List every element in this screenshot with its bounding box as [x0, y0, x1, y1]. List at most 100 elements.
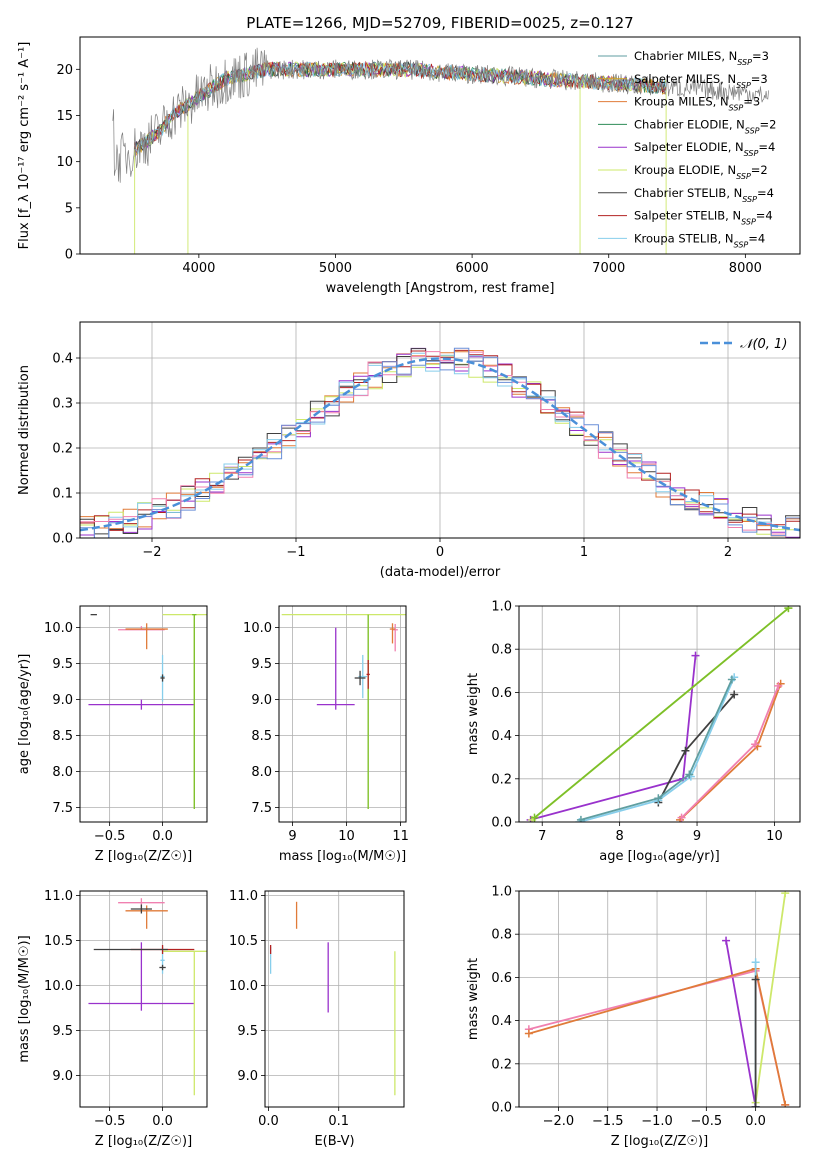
x-tick-label: 11	[392, 829, 409, 844]
y-tick-label: 0.2	[491, 1057, 512, 1072]
y-tick-label: 0.0	[491, 816, 512, 831]
y-tick-label: 0.3	[52, 397, 73, 412]
x-tick-label: 0.0	[152, 829, 173, 844]
y-tick-label: 0.0	[52, 532, 73, 547]
x-axis-label: mass [log₁₀(M/M☉)]	[279, 849, 406, 864]
y-axis-label: mass weight	[466, 673, 481, 755]
panel-massweight_vs_age: 7 8 9 10 0.0 0.2 0.4 0.6 0.8 1.0 age [log₁₀(age/yr…	[466, 600, 801, 864]
x-tick-label: 7	[538, 829, 546, 844]
y-tick-label: 10.5	[229, 934, 258, 949]
point-marker	[774, 681, 783, 690]
x-axis-label: E(B-V)	[314, 1134, 354, 1149]
series-line	[579, 676, 736, 822]
x-tick-label: 8	[615, 829, 623, 844]
axes-frame	[264, 890, 405, 1108]
axes-frame	[79, 605, 208, 823]
legend-label: Chabrier ELODIE, NSSP=2	[634, 117, 776, 135]
point-marker	[681, 746, 690, 755]
y-tick-label: 10.0	[44, 621, 73, 636]
y-tick-label: 8.0	[251, 765, 272, 780]
x-axis-label: Z [log₁₀(Z/Z☉)]	[95, 1134, 192, 1149]
series-line	[533, 607, 789, 819]
panel-age_vs_Z: −0.5 0.0 7.5 8.0 8.5 9.0 9.5 10.0 Z [log₁₀(Z/Z☉)…	[17, 605, 208, 864]
x-tick-label: −1.0	[641, 1114, 673, 1129]
axes-frame	[79, 890, 208, 1108]
point-marker	[677, 813, 686, 822]
x-tick-label: 0	[436, 545, 444, 560]
x-tick-label: −1.5	[592, 1114, 624, 1129]
x-tick-label: −0.5	[691, 1114, 723, 1129]
x-tick-label: 1	[580, 545, 588, 560]
axes-frame	[518, 890, 801, 1108]
point-marker	[781, 1100, 790, 1107]
panel-mass_vs_EBV: 0.0 0.1 9.0 9.5 10.0 10.5 11.0 E(B-V)	[229, 889, 405, 1149]
y-tick-label: 0.8	[491, 928, 512, 943]
x-axis-label: Z [log₁₀(Z/Z☉)]	[611, 1134, 708, 1149]
point-marker	[730, 690, 739, 699]
y-axis-label: Flux [f_λ 10⁻¹⁷ erg cm⁻² s⁻¹ A⁻¹]	[17, 42, 32, 250]
point-marker	[727, 675, 736, 684]
axes-frame	[518, 605, 801, 823]
x-axis-label: age [log₁₀(age/yr)]	[599, 849, 720, 864]
y-tick-label: 0.0	[491, 1101, 512, 1116]
y-tick-label: 0.1	[52, 487, 73, 502]
y-tick-label: 9.0	[251, 693, 272, 708]
x-tick-label: 0.0	[745, 1114, 766, 1129]
panel-spectrum: 4000 5000 6000 7000 8000 0 5 10 15 20 wavelength […	[17, 36, 801, 296]
point-marker	[685, 770, 694, 779]
legend-label: Salpeter MILES, NSSP=3	[634, 72, 768, 90]
series-line	[679, 683, 782, 821]
panel-age_vs_mass: 9 10 11 7.5 8.0 8.5 9.0 9.5 10.0 mass [log₁₀(M/M☉…	[243, 605, 409, 864]
y-tick-label: 9.5	[52, 1024, 73, 1039]
x-tick-label: 2	[724, 545, 732, 560]
observed-spectrum-line	[112, 47, 769, 183]
x-tick-label: 0.0	[152, 1114, 173, 1129]
axes-frame	[79, 321, 801, 539]
y-axis-label: Normed distribution	[17, 365, 32, 495]
x-tick-label: 0.0	[258, 1114, 279, 1129]
legend-label: Kroupa ELODIE, NSSP=2	[634, 163, 768, 181]
x-tick-label: 9	[288, 829, 296, 844]
y-tick-label: 1.0	[491, 885, 512, 900]
point-marker	[691, 651, 700, 660]
point-marker	[524, 1029, 533, 1038]
figure-title: PLATE=1266, MJD=52709, FIBERID=0025, z=0…	[246, 14, 633, 32]
x-tick-label: 6000	[456, 261, 489, 276]
y-axis-label: mass [log₁₀(M/M☉)]	[17, 935, 32, 1062]
x-tick-label: −0.5	[94, 1114, 126, 1129]
y-tick-label: 10.0	[229, 979, 258, 994]
x-tick-label: 8000	[729, 261, 762, 276]
y-tick-label: 9.0	[237, 1069, 258, 1084]
series-line	[580, 679, 733, 821]
point-marker	[751, 740, 760, 749]
legend-label: Chabrier MILES, NSSP=3	[634, 49, 769, 67]
axes-frame	[278, 605, 407, 823]
x-axis-label: wavelength [Angstrom, rest frame]	[326, 281, 555, 296]
y-tick-label: 8.0	[52, 765, 73, 780]
x-tick-label: 0.1	[328, 1114, 349, 1129]
y-tick-label: 0.6	[491, 971, 512, 986]
y-tick-label: 0.8	[491, 643, 512, 658]
y-tick-label: 11.0	[229, 889, 258, 904]
x-tick-label: 5000	[319, 261, 352, 276]
y-tick-label: 10.0	[243, 621, 272, 636]
point-marker	[751, 1103, 760, 1107]
y-tick-label: 0.2	[52, 442, 73, 457]
normal-curve	[79, 357, 801, 532]
point-marker	[530, 813, 539, 822]
series-line	[725, 940, 757, 1107]
x-tick-label: −1	[286, 545, 305, 560]
panel-massweight_vs_Z: −2.0 −1.5 −1.0 −0.5 0.0 0.0 0.2 0.4 0.6 0.8 1.0 Z […	[466, 885, 801, 1149]
x-axis-label: Z [log₁₀(Z/Z☉)]	[95, 849, 192, 864]
x-axis-label: (data-model)/error	[380, 565, 501, 580]
x-tick-label: 10	[766, 829, 783, 844]
legend-label: 𝒩(0, 1)	[740, 337, 787, 352]
y-tick-label: 5	[65, 201, 73, 216]
spectrum-legend: Chabrier MILES, NSSP=3 Salpeter MILES, NS…	[598, 49, 776, 249]
legend-label: Chabrier STELIB, NSSP=4	[634, 186, 774, 204]
y-tick-label: 9.5	[52, 657, 73, 672]
y-tick-label: 10.5	[44, 934, 73, 949]
x-tick-label: −0.5	[94, 829, 126, 844]
y-tick-label: 0.2	[491, 772, 512, 787]
panel-mass_vs_Z: −0.5 0.0 9.0 9.5 10.0 10.5 11.0 Z [log₁₀(Z/Z☉)]…	[17, 889, 208, 1149]
